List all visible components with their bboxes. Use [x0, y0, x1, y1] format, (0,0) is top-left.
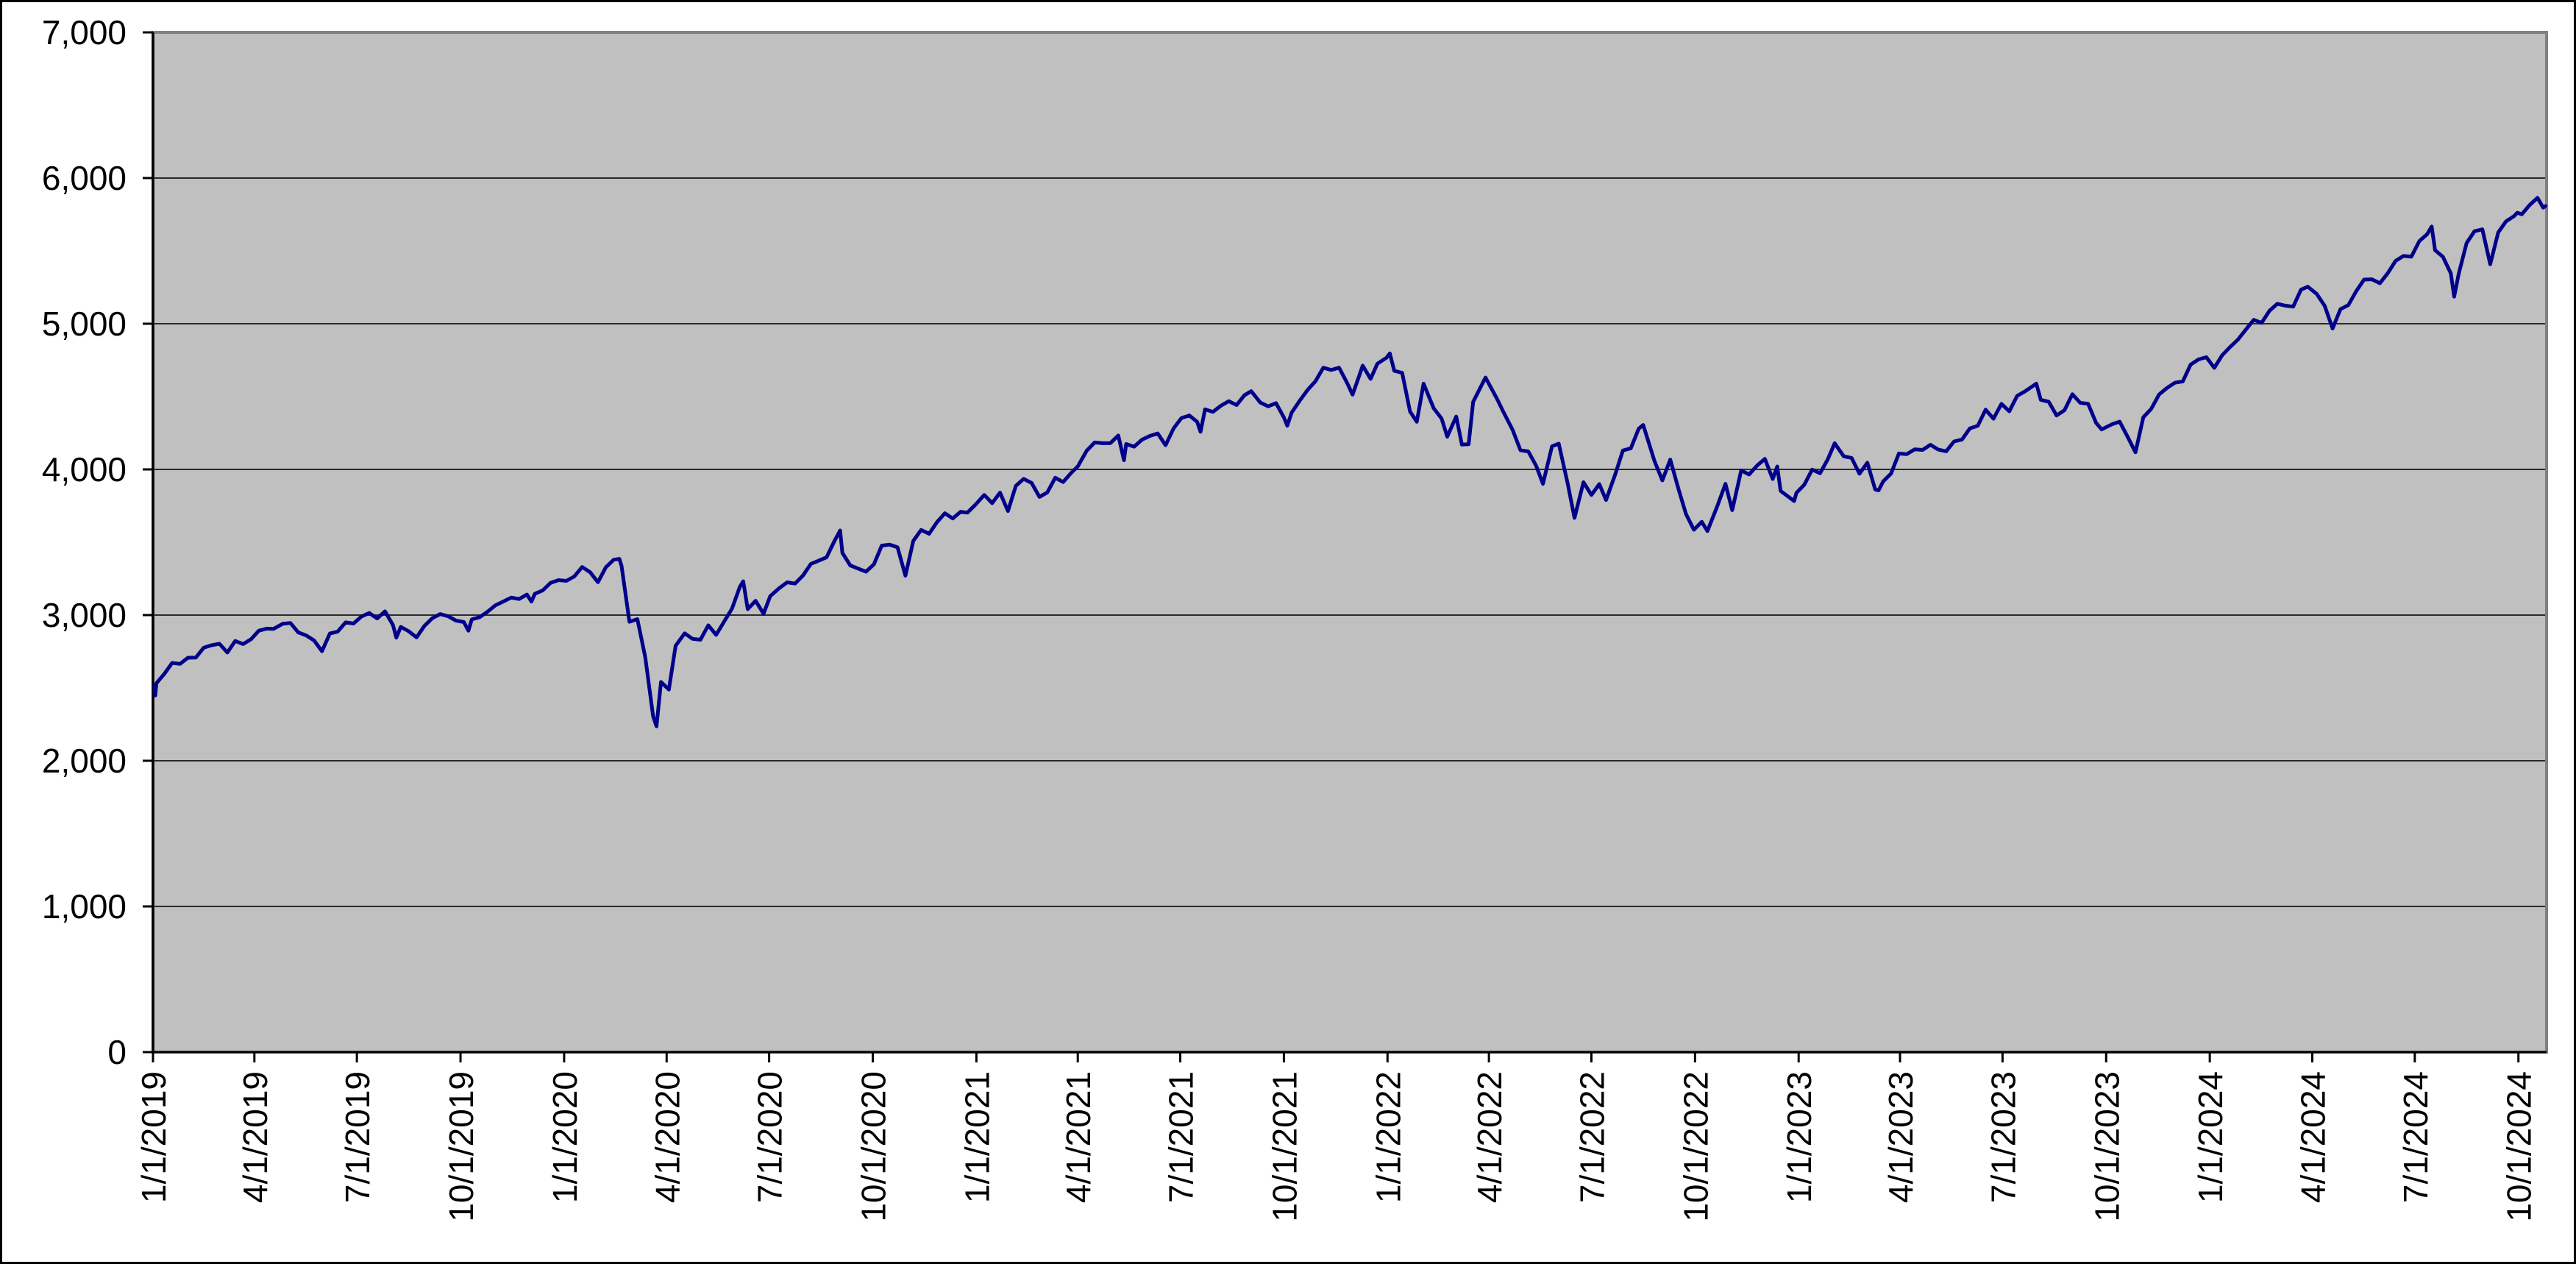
x-tick-label: 1/1/2020	[546, 1071, 584, 1203]
y-tick-label: 5,000	[42, 305, 127, 343]
x-tick-label: 10/1/2021	[1265, 1071, 1303, 1222]
y-tick-label: 2,000	[42, 742, 127, 780]
plot-area-background	[153, 32, 2547, 1052]
x-tick-label: 7/1/2020	[751, 1071, 789, 1203]
y-tick-label: 1,000	[42, 887, 127, 926]
y-tick-label: 6,000	[42, 159, 127, 197]
x-tick-label: 4/1/2024	[2294, 1071, 2332, 1203]
x-tick-label: 4/1/2022	[1470, 1071, 1509, 1203]
x-tick-label: 7/1/2021	[1162, 1071, 1200, 1203]
x-tick-label: 1/1/2024	[2191, 1071, 2230, 1203]
y-tick-label: 7,000	[42, 13, 127, 52]
x-tick-label: 7/1/2019	[338, 1071, 377, 1203]
y-tick-label: 3,000	[42, 596, 127, 634]
x-tick-label: 1/1/2023	[1780, 1071, 1818, 1203]
x-tick-label: 7/1/2022	[1573, 1071, 1611, 1203]
x-tick-label: 4/1/2019	[236, 1071, 274, 1203]
y-tick-label: 4,000	[42, 450, 127, 489]
x-tick-label: 7/1/2024	[2397, 1071, 2435, 1203]
y-tick-label: 0	[107, 1033, 127, 1071]
x-tick-label: 10/1/2024	[2500, 1071, 2538, 1222]
x-tick-label: 1/1/2019	[135, 1071, 173, 1203]
x-tick-label: 10/1/2022	[1676, 1071, 1715, 1222]
x-tick-label: 10/1/2023	[2088, 1071, 2126, 1222]
x-tick-label: 10/1/2020	[854, 1071, 892, 1222]
x-tick-label: 4/1/2020	[648, 1071, 686, 1203]
x-tick-label: 1/1/2022	[1369, 1071, 1407, 1203]
x-tick-label: 10/1/2019	[442, 1071, 480, 1222]
price-line	[152, 196, 2547, 728]
x-tick-label: 1/1/2021	[958, 1071, 996, 1203]
x-tick-label: 7/1/2023	[1984, 1071, 2022, 1203]
x-tick-label: 4/1/2023	[1882, 1071, 1920, 1203]
x-tick-label: 4/1/2021	[1059, 1071, 1097, 1203]
